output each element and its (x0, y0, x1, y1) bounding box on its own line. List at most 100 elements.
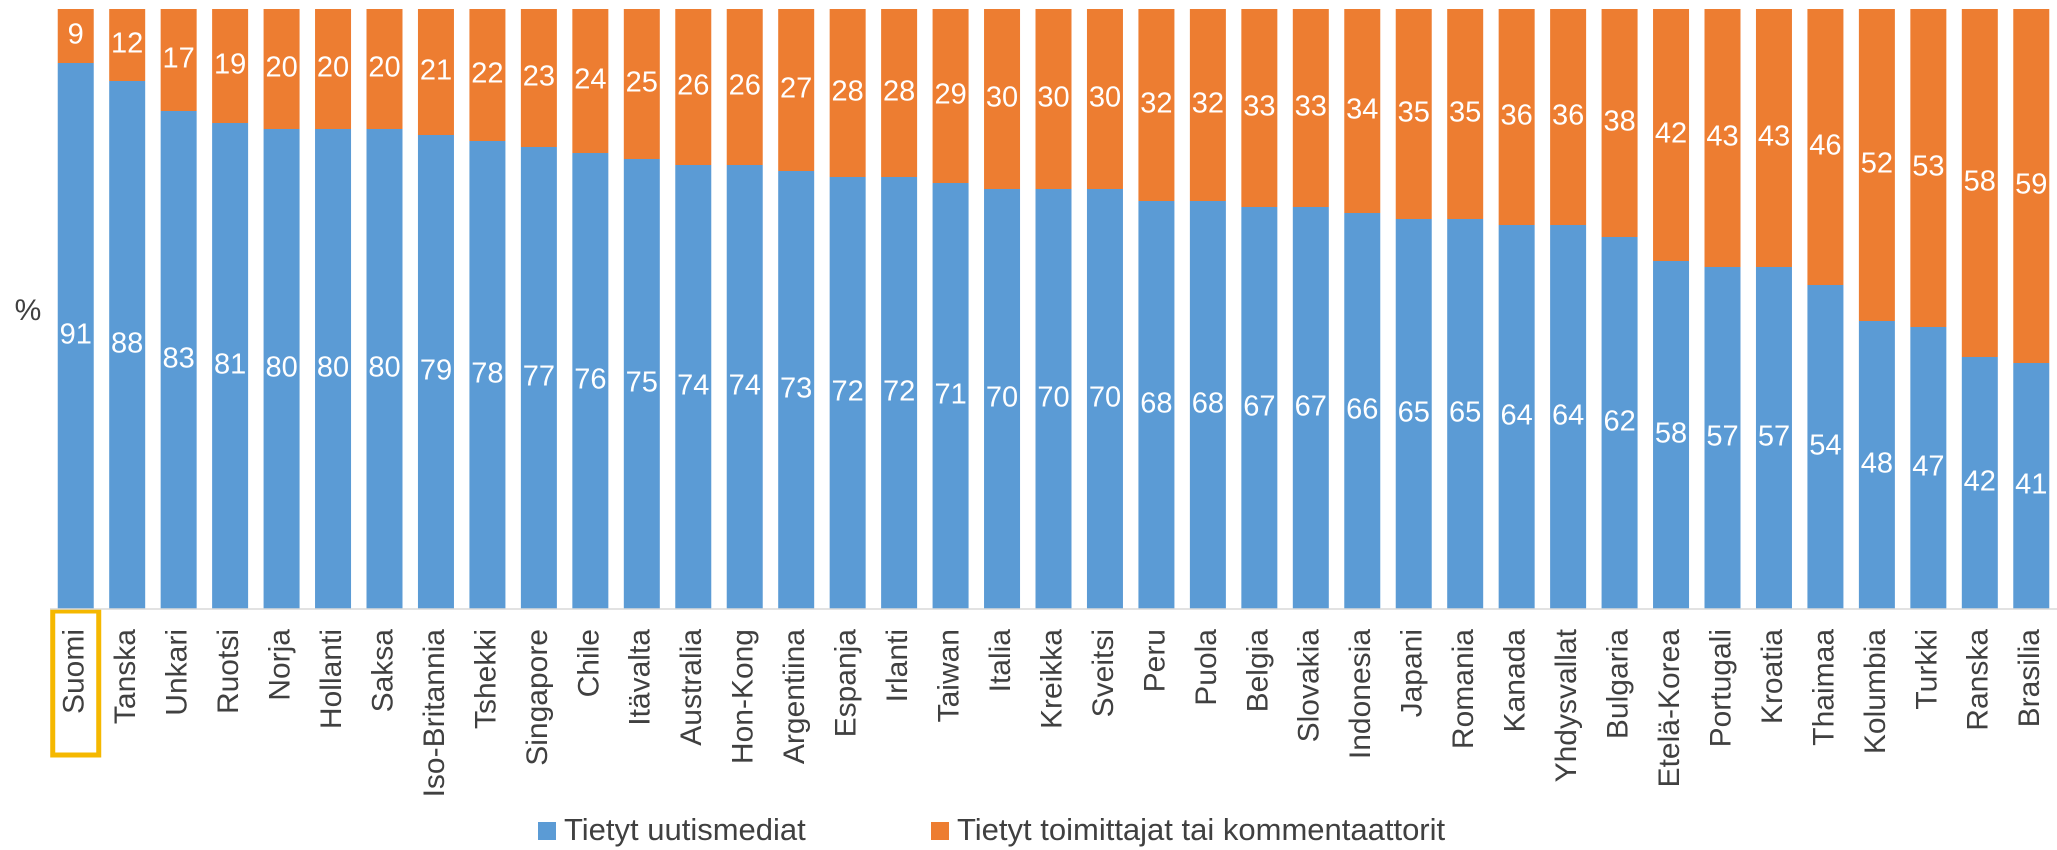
data-label: 46 (1809, 130, 1841, 162)
x-tick-label: Norja (263, 629, 296, 701)
data-label: 80 (317, 352, 349, 384)
data-label: 21 (420, 55, 452, 87)
bar-segment (1086, 189, 1123, 609)
x-tick-label: Tshekki (469, 629, 502, 729)
bar-segment (160, 9, 197, 111)
bar-segment (1755, 9, 1792, 267)
data-label: 71 (934, 379, 966, 411)
bar-segment (1086, 9, 1123, 189)
bar-segment (1344, 9, 1381, 213)
x-tick-label: Kolumbia (1859, 629, 1892, 754)
data-label: 17 (163, 43, 195, 75)
data-label: 28 (832, 76, 864, 108)
bar-segment (1241, 9, 1278, 207)
data-label: 12 (111, 28, 143, 60)
bar-segment (109, 9, 146, 81)
x-tick-label: Singapore (521, 629, 554, 766)
x-tick-label: Belgia (1241, 629, 1274, 713)
data-label: 80 (368, 352, 400, 384)
data-label: 32 (1140, 88, 1172, 120)
data-label: 36 (1501, 100, 1533, 132)
bar-segment (1653, 261, 1690, 609)
data-label: 70 (1037, 382, 1069, 414)
bar-segment (1807, 9, 1844, 285)
x-tick-label: Slovakia (1293, 629, 1326, 743)
data-label: 20 (368, 52, 400, 84)
legend-swatch (538, 822, 556, 840)
data-label: 80 (265, 352, 297, 384)
bar-segment (1550, 225, 1587, 609)
bar-segment (1035, 9, 1072, 189)
bar-segment (1704, 9, 1741, 267)
bar-segment (829, 177, 866, 609)
bar-segment (57, 63, 94, 609)
bar-segment (1189, 201, 1226, 609)
x-tick-label: Argentiina (778, 629, 811, 764)
bar-segment (366, 9, 403, 129)
bar-segment (623, 9, 660, 159)
bar-segment (1138, 201, 1175, 609)
data-label: 36 (1552, 100, 1584, 132)
bar-segment (1241, 207, 1278, 609)
data-label: 65 (1398, 397, 1430, 429)
x-tick-label: Bulgaria (1601, 629, 1634, 739)
bar-segment (778, 9, 815, 171)
x-tick-label: Ranska (1962, 629, 1995, 731)
bar-segment (1601, 237, 1638, 609)
bar-segment (109, 81, 146, 609)
bar-segment (1910, 9, 1947, 327)
bar-segment (366, 129, 403, 609)
x-tick-label: Kreikka (1035, 629, 1068, 729)
bar-segment (1189, 9, 1226, 201)
data-label: 29 (934, 79, 966, 111)
highlight-box (50, 608, 102, 758)
data-label: 22 (471, 58, 503, 90)
data-label: 30 (1037, 82, 1069, 114)
x-tick-label: Espanja (830, 629, 863, 738)
data-label: 42 (1964, 466, 1996, 498)
data-label: 33 (1243, 91, 1275, 123)
data-label: 68 (1140, 388, 1172, 420)
data-label: 76 (574, 364, 606, 396)
bar-segment (1704, 267, 1741, 609)
bar-segment (572, 153, 609, 609)
x-tick-label: Suomi (58, 629, 91, 714)
x-tick-label: Romania (1447, 629, 1480, 749)
bar-segment (1858, 321, 1895, 609)
bar-segment (623, 159, 660, 609)
data-label: 64 (1552, 400, 1584, 432)
data-label: 59 (2015, 169, 2047, 201)
bar-segment (1550, 9, 1587, 225)
x-tick-label: Kanada (1499, 629, 1532, 733)
data-label: 32 (1192, 88, 1224, 120)
legend-label: Tietyt toimittajat tai kommentaattorit (957, 812, 1446, 847)
bar-segment (1807, 285, 1844, 609)
x-tick-label: Portugali (1704, 629, 1737, 747)
data-label: 33 (1295, 91, 1327, 123)
data-label: 67 (1295, 391, 1327, 423)
data-label: 35 (1398, 97, 1430, 129)
bar-segment (469, 141, 506, 609)
bar-segment (1447, 9, 1484, 219)
bar-segment (469, 9, 506, 141)
data-label: 57 (1706, 421, 1738, 453)
bar-segment (932, 9, 969, 183)
data-label: 68 (1192, 388, 1224, 420)
y-axis-label: % (15, 294, 42, 327)
x-tick-label: Puola (1190, 629, 1223, 706)
data-label: 52 (1861, 148, 1893, 180)
x-tick-label: Taiwan (932, 629, 965, 722)
bar-segment (1858, 9, 1895, 321)
data-label: 26 (677, 70, 709, 102)
bar-segment (1755, 267, 1792, 609)
bar-segment (1035, 189, 1072, 609)
x-tick-label: Etelä-Korea (1653, 629, 1686, 788)
bar-segment (984, 9, 1021, 189)
data-label: 30 (986, 82, 1018, 114)
x-tick-label: Sveitsi (1087, 629, 1120, 717)
data-label: 27 (780, 73, 812, 105)
data-label: 19 (214, 49, 246, 81)
bar-segment (1601, 9, 1638, 237)
data-label: 20 (265, 52, 297, 84)
x-tick-label: Yhdysvallat (1550, 628, 1583, 782)
